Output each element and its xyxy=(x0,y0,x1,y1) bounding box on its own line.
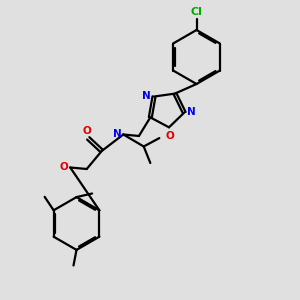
Text: N: N xyxy=(187,107,196,117)
Text: N: N xyxy=(142,91,151,101)
Text: Cl: Cl xyxy=(190,8,202,17)
Text: O: O xyxy=(166,131,174,141)
Text: O: O xyxy=(59,162,68,172)
Text: O: O xyxy=(82,126,91,136)
Text: N: N xyxy=(113,129,122,139)
